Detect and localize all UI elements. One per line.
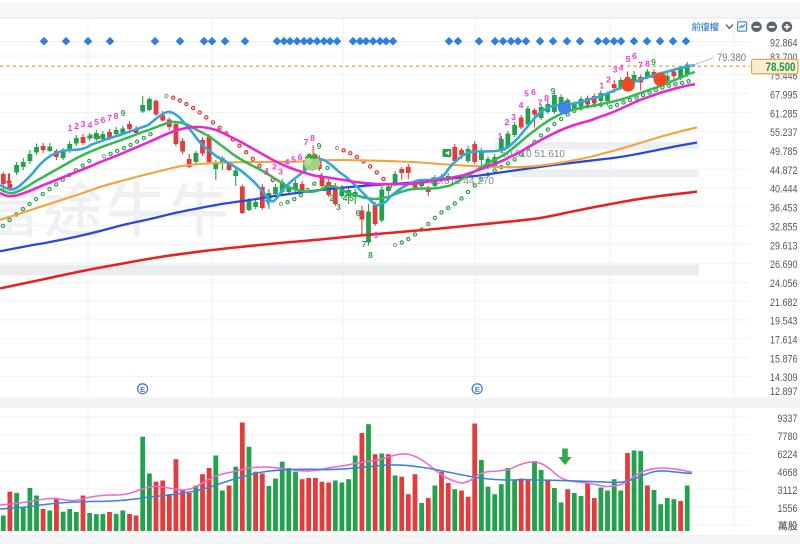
svg-text:6: 6 bbox=[356, 208, 361, 218]
svg-text:49.785: 49.785 bbox=[770, 146, 798, 158]
svg-text:36.453: 36.453 bbox=[770, 203, 798, 215]
svg-text:6: 6 bbox=[531, 87, 536, 97]
svg-text:4: 4 bbox=[619, 63, 624, 73]
svg-text:4668: 4668 bbox=[778, 467, 798, 479]
svg-text:6: 6 bbox=[632, 51, 637, 61]
svg-text:E: E bbox=[475, 385, 480, 394]
svg-text:5: 5 bbox=[94, 117, 99, 127]
svg-text:6: 6 bbox=[298, 152, 303, 162]
svg-text:3: 3 bbox=[278, 167, 283, 177]
svg-text:2: 2 bbox=[505, 117, 510, 127]
svg-text:4: 4 bbox=[285, 157, 290, 167]
svg-text:78.500: 78.500 bbox=[766, 62, 796, 74]
svg-text:9: 9 bbox=[551, 86, 556, 96]
svg-text:1: 1 bbox=[324, 183, 329, 193]
svg-text:8: 8 bbox=[368, 250, 373, 260]
svg-text:19.543: 19.543 bbox=[770, 316, 798, 328]
svg-text:E: E bbox=[140, 385, 145, 394]
svg-text:7: 7 bbox=[538, 98, 543, 108]
svg-text:39.810 44.270: 39.810 44.270 bbox=[430, 176, 494, 187]
svg-text:5: 5 bbox=[291, 155, 296, 165]
svg-text:4: 4 bbox=[88, 120, 93, 130]
svg-text:7: 7 bbox=[638, 60, 643, 70]
svg-text:7780: 7780 bbox=[778, 431, 798, 443]
svg-text:1: 1 bbox=[599, 81, 604, 91]
svg-text:26.690: 26.690 bbox=[770, 259, 798, 271]
svg-text:50.910 51.610: 50.910 51.610 bbox=[501, 149, 565, 160]
svg-text:4: 4 bbox=[343, 193, 348, 203]
svg-text:40.444: 40.444 bbox=[770, 184, 798, 196]
svg-text:29.613: 29.613 bbox=[770, 240, 798, 252]
svg-text:61.285: 61.285 bbox=[770, 108, 798, 120]
svg-text:44.872: 44.872 bbox=[770, 165, 798, 177]
svg-text:8: 8 bbox=[544, 93, 549, 103]
svg-text:5: 5 bbox=[626, 54, 631, 64]
svg-text:9: 9 bbox=[651, 57, 656, 67]
svg-text:9337: 9337 bbox=[778, 413, 798, 425]
svg-text:9: 9 bbox=[374, 230, 379, 240]
svg-text:55.237: 55.237 bbox=[770, 127, 798, 139]
svg-text:92.864: 92.864 bbox=[770, 37, 798, 49]
svg-text:3112: 3112 bbox=[778, 485, 798, 497]
svg-text:1: 1 bbox=[265, 166, 270, 176]
svg-text:9: 9 bbox=[121, 108, 126, 118]
svg-text:6: 6 bbox=[101, 115, 106, 125]
svg-text:7: 7 bbox=[304, 137, 309, 147]
svg-text:14.309: 14.309 bbox=[770, 372, 798, 384]
svg-text:2: 2 bbox=[272, 162, 277, 172]
svg-text:6224: 6224 bbox=[778, 449, 798, 461]
svg-text:8: 8 bbox=[114, 111, 119, 121]
svg-text:12.897: 12.897 bbox=[770, 386, 798, 398]
svg-text:9: 9 bbox=[317, 141, 322, 151]
svg-text:15.876: 15.876 bbox=[770, 353, 798, 365]
svg-text:3: 3 bbox=[613, 65, 618, 75]
svg-text:3: 3 bbox=[511, 112, 516, 122]
svg-text:21.682: 21.682 bbox=[770, 297, 798, 309]
svg-text:24.056: 24.056 bbox=[770, 278, 798, 290]
svg-text:79.380: 79.380 bbox=[717, 52, 746, 64]
svg-text:8: 8 bbox=[310, 133, 315, 143]
svg-text:2: 2 bbox=[74, 121, 79, 131]
svg-text:5: 5 bbox=[349, 193, 354, 203]
svg-text:32.855: 32.855 bbox=[770, 221, 798, 233]
svg-text:3: 3 bbox=[336, 202, 341, 212]
svg-text:5: 5 bbox=[524, 89, 529, 99]
svg-text:3: 3 bbox=[81, 119, 86, 129]
svg-text:2: 2 bbox=[606, 75, 611, 85]
svg-text:7: 7 bbox=[362, 239, 367, 249]
svg-text:2: 2 bbox=[330, 193, 335, 203]
svg-text:67.995: 67.995 bbox=[770, 90, 798, 102]
svg-text:8: 8 bbox=[645, 59, 650, 69]
svg-text:17.614: 17.614 bbox=[770, 335, 798, 347]
svg-text:4: 4 bbox=[519, 100, 524, 110]
svg-text:7: 7 bbox=[107, 113, 112, 123]
svg-text:1: 1 bbox=[498, 131, 503, 141]
svg-text:1556: 1556 bbox=[778, 503, 798, 515]
svg-text:1: 1 bbox=[68, 123, 73, 133]
